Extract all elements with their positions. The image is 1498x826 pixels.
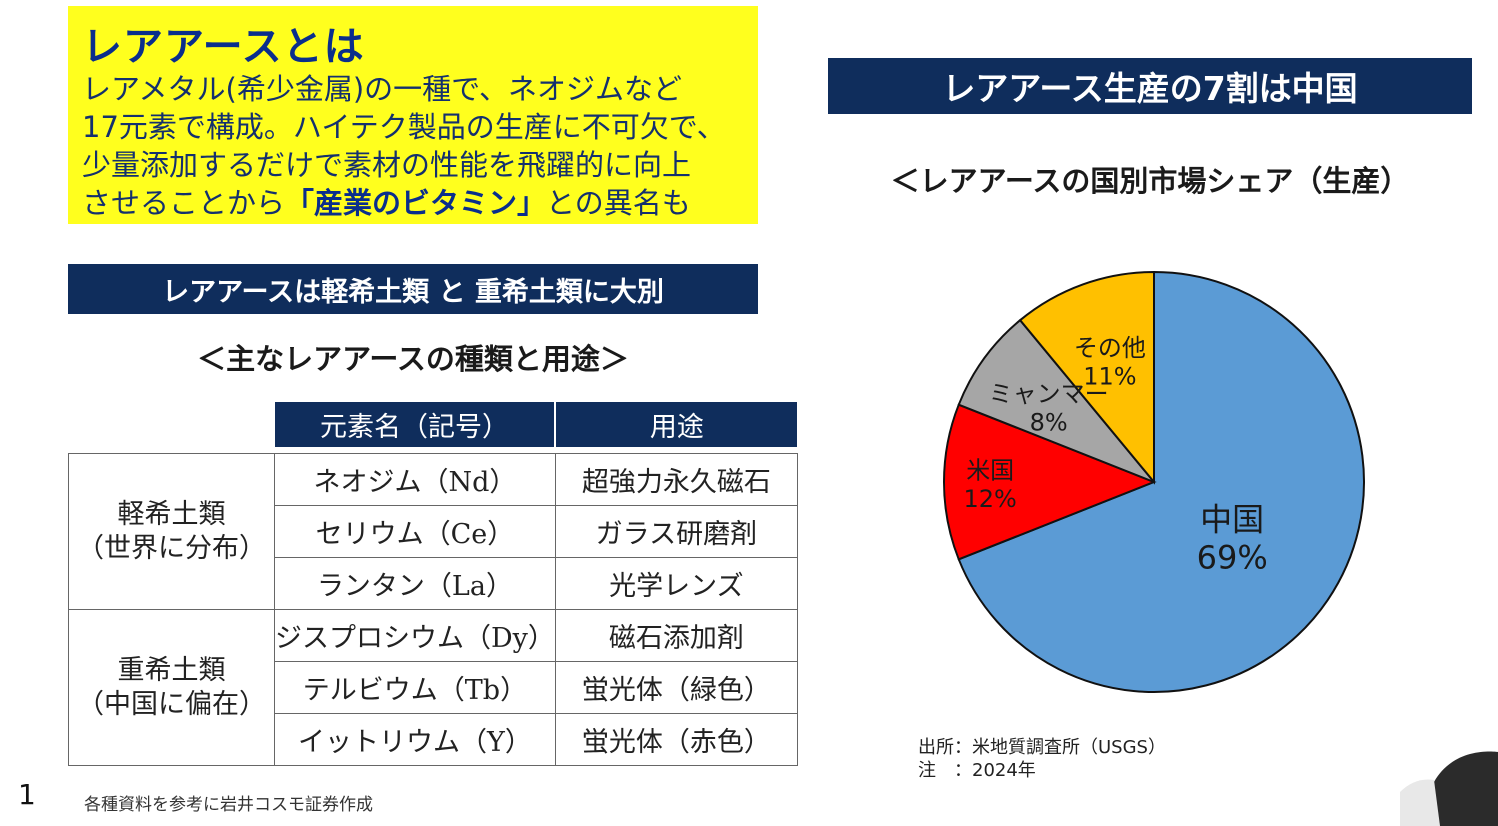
rare-earth-table: 元素名（記号） 用途 軽希土類 （世界に分布） ネオジム（Nd） 超強力永久磁石… (68, 402, 798, 766)
table-row: セリウム（Ce） ガラス研磨剤 (69, 505, 798, 558)
element-cell: ネオジム（Nd） (274, 453, 556, 506)
table-corner (68, 402, 275, 447)
group-note: （世界に分布） (77, 532, 266, 564)
table-row: 軽希土類 （世界に分布） ネオジム（Nd） 超強力永久磁石 (68, 453, 798, 610)
definition-line-2: 17元素で構成。ハイテク製品の生産に不可欠で、 (82, 110, 726, 144)
group-light: 軽希土類 （世界に分布） (68, 453, 275, 610)
pie-slice-2 (957, 318, 1155, 483)
definition-line-4-prefix: させることから (82, 186, 286, 220)
element-cell: セリウム（Ce） (274, 505, 556, 558)
slice-value-1: 12% (964, 485, 1017, 513)
definition-line-3: 少量添加するだけで素材の性能を飛躍的に向上 (82, 148, 692, 182)
slice-label-0: 中国 (1200, 500, 1264, 538)
pie-slice-3 (1018, 270, 1155, 485)
use-cell: 磁石添加剤 (554, 609, 798, 662)
use-cell: 光学レンズ (554, 557, 798, 610)
page-number: 1 (18, 778, 36, 811)
chart-title: ＜レアアースの国別市場シェア（生産） (890, 164, 1410, 198)
slice-value-3: 11% (1083, 363, 1136, 391)
use-cell: 蛍光体（緑色） (554, 661, 798, 714)
source-line: 出所：米地質調査所（USGS） (918, 737, 1166, 758)
element-cell: テルビウム（Tb） (274, 661, 556, 714)
element-cell: ジスプロシウム（Dy） (274, 609, 556, 662)
group-name: 軽希土類 (117, 498, 226, 530)
column-header-use: 用途 (555, 402, 798, 447)
classification-banner: レアアースは軽希土類 と 重希土類に大別 (68, 264, 758, 314)
table-row: 重希土類 （中国に偏在） ジスプロシウム（Dy） 磁石添加剤 (68, 609, 798, 766)
use-cell: ガラス研磨剤 (554, 505, 798, 558)
slice-value-0: 69% (1197, 539, 1268, 577)
definition-title: レアアースとは (82, 24, 365, 70)
footnote: 各種資料を参考に岩井コスモ証券作成 (84, 795, 373, 815)
chart-source: 出所：米地質調査所（USGS） 注 ：2024年 (918, 736, 1166, 782)
definition-line-4: させることから「産業のビタミン」との異名も (82, 184, 752, 222)
slice-value-2: 8% (1030, 409, 1068, 437)
china-share-banner: レアアース生産の7割は中国 (828, 58, 1472, 114)
note-line: 注 ：2024年 (918, 760, 1036, 781)
definition-line-4-suffix: との異名も (546, 186, 691, 220)
element-cell: イットリウム（Y） (274, 713, 556, 766)
group-note: （中国に偏在） (77, 688, 266, 720)
slice-label-2: ミャンマー (989, 380, 1109, 408)
vitamin-highlight: 「産業のビタミン」 (285, 186, 547, 220)
pie-slice-0 (957, 270, 1365, 693)
definition-body: レアメタル(希少金属)の一種で、ネオジムなど 17元素で構成。ハイテク製品の生産… (82, 70, 752, 222)
table-row: イットリウム（Y） 蛍光体（赤色） (69, 713, 798, 766)
element-cell: ランタン（La） (274, 557, 556, 610)
column-header-element: 元素名（記号） (274, 402, 557, 447)
slice-label-1: 米国 (966, 456, 1014, 484)
pie-slice-1 (943, 403, 1157, 561)
group-name: 重希土類 (117, 654, 226, 686)
table-heading: ＜主なレアアースの種類と用途＞ (197, 342, 629, 376)
use-cell: 蛍光体（赤色） (554, 713, 798, 766)
definition-box: レアアースとは レアメタル(希少金属)の一種で、ネオジムなど 17元素で構成。ハ… (68, 6, 758, 224)
slice-label-3: その他 (1074, 334, 1146, 362)
table-row: テルビウム（Tb） 蛍光体（緑色） (69, 661, 798, 714)
definition-line-1: レアメタル(希少金属)の一種で、ネオジムなど (82, 72, 683, 106)
group-heavy: 重希土類 （中国に偏在） (68, 609, 275, 766)
use-cell: 超強力永久磁石 (554, 453, 798, 506)
presenter-silhouette (1400, 751, 1498, 826)
